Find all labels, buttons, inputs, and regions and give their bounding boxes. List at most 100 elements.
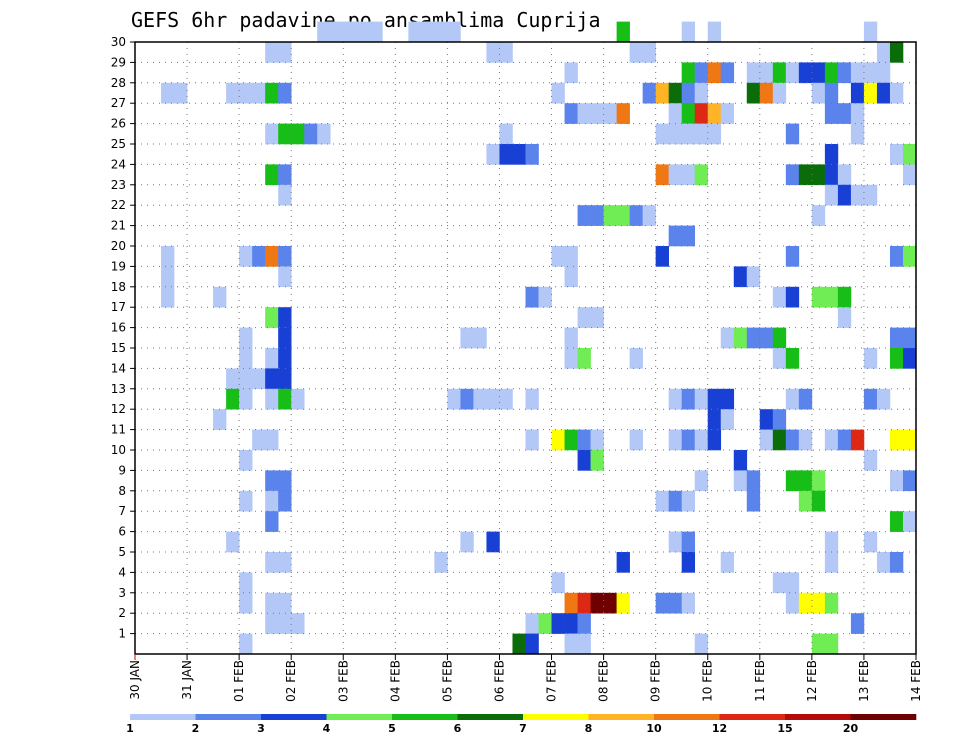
heatmap-cell: [356, 21, 370, 43]
heatmap-cell: [304, 123, 318, 145]
heatmap-cell: [278, 184, 292, 206]
heatmap-cell: [824, 633, 839, 655]
heatmap-cell: [265, 307, 279, 328]
colorbar-tick-label: 3: [257, 722, 265, 735]
heatmap-cell: [239, 592, 253, 614]
heatmap-cell: [486, 144, 500, 165]
heatmap-cell: [265, 470, 279, 492]
heatmap-cell: [785, 123, 800, 145]
y-tick-label: 23: [111, 178, 126, 192]
y-tick-label: 12: [111, 402, 126, 416]
heatmap-cell: [265, 246, 279, 267]
heatmap-cell: [551, 246, 565, 267]
heatmap-cell: [265, 388, 279, 410]
heatmap-cell: [668, 490, 682, 512]
heatmap-cell: [265, 164, 279, 186]
heatmap-cell: [226, 388, 240, 410]
heatmap-cell: [889, 144, 904, 165]
heatmap-cell: [265, 123, 279, 145]
colorbar-tick-label: 10: [646, 722, 662, 735]
heatmap-cell: [720, 327, 735, 349]
x-tick-label: 13 FEB: [857, 660, 871, 702]
heatmap-cell: [759, 82, 774, 104]
heatmap-cell: [798, 592, 813, 614]
heatmap-cell: [876, 552, 891, 573]
heatmap-cell: [824, 531, 839, 553]
heatmap-cell: [239, 388, 253, 410]
colorbar-swatch: [195, 714, 262, 720]
heatmap-cell: [889, 246, 904, 267]
heatmap-cell: [642, 42, 656, 63]
grid-lines: [135, 42, 916, 654]
heatmap-cell: [863, 21, 878, 43]
heatmap-cell: [265, 592, 279, 614]
heatmap-cell: [811, 633, 826, 655]
heatmap-cell: [707, 388, 722, 410]
heatmap-cell: [798, 429, 813, 451]
colorbar-swatch: [457, 714, 524, 720]
heatmap-cell: [889, 552, 904, 573]
heatmap-cell: [655, 246, 669, 267]
heatmap-cell: [590, 103, 604, 124]
colorbar-tick-label: 20: [843, 722, 859, 735]
heatmap-cell: [564, 246, 578, 267]
heatmap-cell: [564, 266, 578, 288]
heatmap-cell: [512, 144, 526, 165]
heatmap-cell: [213, 409, 227, 430]
heatmap-cell: [824, 62, 839, 84]
heatmap-cell: [564, 348, 578, 369]
heatmap-cell: [590, 307, 604, 328]
heatmap-cell: [694, 123, 709, 145]
heatmap-cell: [564, 592, 578, 614]
heatmap-cell: [759, 429, 774, 451]
heatmap-cell: [239, 327, 253, 349]
heatmap-cell: [772, 572, 787, 594]
heatmap-cell: [902, 144, 917, 165]
heatmap-cell: [850, 184, 865, 206]
heatmap-cell: [902, 429, 917, 451]
heatmap-cell: [655, 123, 669, 145]
y-tick-label: 18: [111, 280, 126, 294]
heatmap-cell: [278, 348, 292, 369]
heatmap-cell: [889, 511, 904, 532]
heatmap-cell: [837, 429, 852, 451]
heatmap-cell: [629, 348, 643, 369]
heatmap-cell: [564, 62, 578, 84]
heatmap-cell: [668, 592, 682, 614]
heatmap-cell: [434, 21, 448, 43]
heatmap-cell: [837, 184, 852, 206]
y-tick-label: 19: [111, 259, 126, 273]
heatmap-cell: [252, 429, 266, 451]
heatmap-cell: [785, 164, 800, 186]
heatmap-cell: [798, 388, 813, 410]
colorbar-swatch: [654, 714, 720, 720]
heatmap-cell: [161, 82, 175, 104]
heatmap-cell: [590, 450, 604, 471]
x-tick-label: 10 FEB: [701, 660, 715, 702]
heatmap-cell: [239, 348, 253, 369]
heatmap-cell: [772, 286, 787, 308]
heatmap-cell: [408, 21, 422, 43]
heatmap-cell: [252, 82, 266, 104]
colorbar-tick-label: 7: [519, 722, 527, 735]
heatmap-cell: [681, 531, 696, 553]
x-tick-label: 03 FEB: [336, 660, 350, 702]
colorbar-tick-label: 12: [712, 722, 727, 735]
y-tick-label: 14: [111, 361, 126, 375]
heatmap-cell: [876, 388, 891, 410]
heatmap-cell: [369, 21, 383, 43]
heatmap-cell: [876, 62, 891, 84]
heatmap-cell: [278, 388, 292, 410]
y-tick-label: 1: [118, 627, 126, 641]
y-tick-label: 11: [111, 423, 126, 437]
heatmap-cell: [902, 470, 917, 492]
colorbar-tick-label: 5: [388, 722, 396, 735]
heatmap-cell: [902, 327, 917, 349]
heatmap-cell: [616, 552, 630, 573]
heatmap-cell: [824, 144, 839, 165]
heatmap-cell: [850, 613, 865, 634]
colorbar-swatch: [130, 714, 196, 720]
heatmap-cell: [265, 368, 279, 390]
x-tick-label: 02 FEB: [284, 660, 298, 702]
heatmap-cell: [707, 62, 722, 84]
